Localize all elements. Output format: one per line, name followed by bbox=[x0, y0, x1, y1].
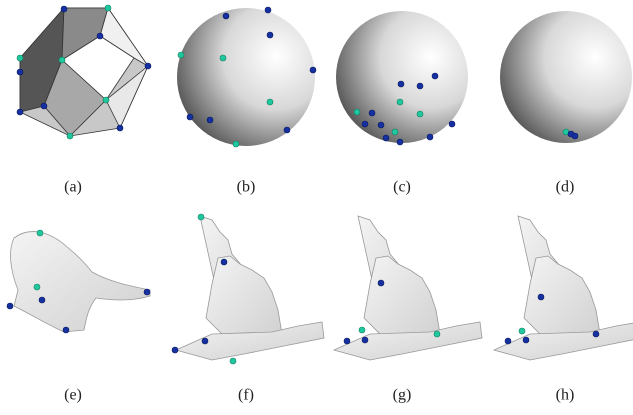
panel-label: (a) bbox=[64, 179, 82, 196]
point bbox=[103, 97, 109, 103]
figure: (a) (b) (c) (d) (e) (f) (g) (h) bbox=[0, 0, 633, 410]
panel-a bbox=[17, 5, 151, 139]
panel-label: (h) bbox=[556, 387, 575, 404]
point bbox=[432, 73, 438, 79]
bird bbox=[176, 216, 324, 360]
point bbox=[7, 303, 13, 309]
point bbox=[519, 328, 525, 334]
point bbox=[221, 259, 227, 265]
panel-label: (f) bbox=[238, 387, 254, 404]
point bbox=[187, 114, 193, 120]
point bbox=[383, 135, 389, 141]
point bbox=[378, 122, 384, 128]
point bbox=[427, 134, 433, 140]
point bbox=[505, 338, 511, 344]
bird bbox=[494, 216, 633, 360]
panel-label: (c) bbox=[393, 179, 411, 196]
point bbox=[41, 103, 47, 109]
panel-label: (g) bbox=[393, 387, 412, 404]
panel-h bbox=[494, 216, 633, 360]
point bbox=[362, 121, 368, 127]
sphere bbox=[177, 8, 315, 146]
point bbox=[178, 52, 184, 58]
point bbox=[34, 284, 40, 290]
point bbox=[233, 141, 239, 147]
point bbox=[284, 127, 290, 133]
point bbox=[523, 337, 529, 343]
point bbox=[310, 67, 316, 73]
panel-b bbox=[177, 7, 316, 147]
point bbox=[105, 5, 111, 11]
point bbox=[267, 99, 273, 105]
point bbox=[39, 297, 45, 303]
point bbox=[593, 331, 599, 337]
sphere bbox=[500, 11, 632, 143]
panel-label: (d) bbox=[556, 179, 575, 196]
point bbox=[362, 337, 368, 343]
point bbox=[397, 99, 403, 105]
point bbox=[220, 55, 226, 61]
point bbox=[392, 129, 398, 135]
point bbox=[449, 121, 455, 127]
point bbox=[417, 111, 423, 117]
point bbox=[198, 214, 204, 220]
point bbox=[417, 83, 423, 89]
panel-c bbox=[336, 11, 468, 145]
point bbox=[354, 109, 360, 115]
point bbox=[59, 57, 65, 63]
point bbox=[207, 117, 213, 123]
point bbox=[378, 280, 384, 286]
point bbox=[117, 125, 123, 131]
bird bbox=[334, 216, 482, 360]
point bbox=[434, 331, 440, 337]
point bbox=[230, 358, 236, 364]
panel-e bbox=[7, 230, 150, 333]
point bbox=[538, 294, 544, 300]
point bbox=[17, 109, 23, 115]
point bbox=[63, 327, 69, 333]
point bbox=[61, 6, 67, 12]
panel-label: (b) bbox=[237, 179, 256, 196]
point bbox=[67, 133, 73, 139]
sphere bbox=[336, 11, 468, 143]
point bbox=[359, 327, 365, 333]
panel-f bbox=[172, 214, 324, 364]
point bbox=[202, 338, 208, 344]
point bbox=[572, 133, 578, 139]
panel-g bbox=[334, 216, 482, 360]
point bbox=[267, 32, 273, 38]
point bbox=[369, 110, 375, 116]
point bbox=[97, 33, 103, 39]
point bbox=[17, 55, 23, 61]
point bbox=[144, 289, 150, 295]
point bbox=[37, 230, 43, 236]
panel-label: (e) bbox=[64, 387, 82, 404]
point bbox=[17, 69, 23, 75]
point bbox=[223, 13, 229, 19]
point bbox=[145, 63, 151, 69]
point bbox=[398, 81, 404, 87]
panel-d bbox=[500, 11, 632, 143]
bird bbox=[11, 232, 150, 332]
point bbox=[172, 347, 178, 353]
point bbox=[344, 338, 350, 344]
point bbox=[397, 139, 403, 145]
point bbox=[265, 7, 271, 13]
